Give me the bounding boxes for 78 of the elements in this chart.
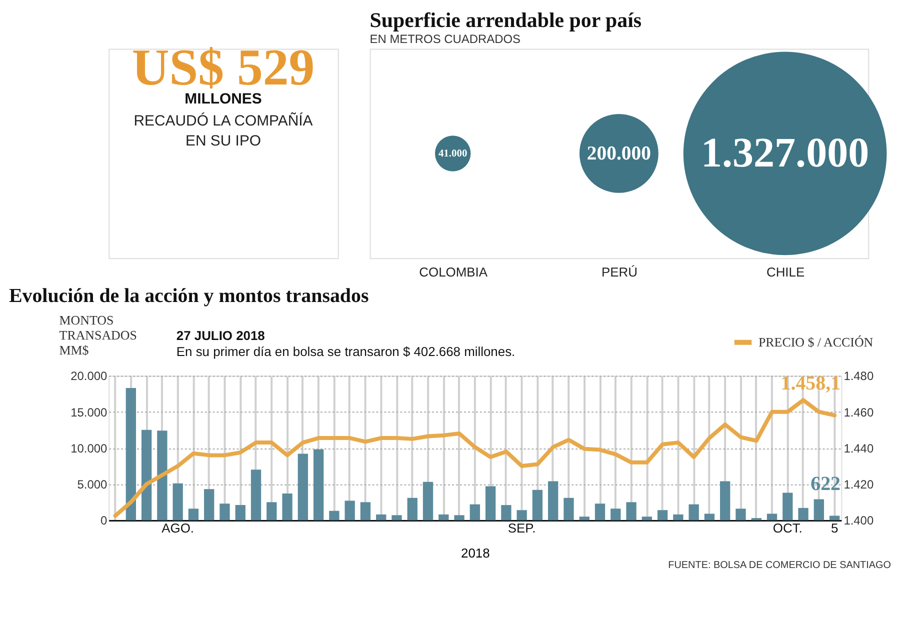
bar — [470, 504, 480, 520]
bar — [798, 508, 808, 520]
category-label: COLOMBIA — [419, 264, 488, 280]
bar — [782, 492, 793, 520]
text: Superficie arrendable por país — [370, 8, 642, 32]
text: EN SU IPO — [185, 132, 262, 150]
y-tick-label: 20.000 — [70, 369, 108, 384]
x-tick-label: OCT. — [772, 520, 802, 536]
source-note: FUENTE: BOLSA DE COMERCIO DE SANTIAGO — [668, 560, 892, 572]
x-axis-title: 2018 — [461, 546, 490, 561]
bar — [266, 502, 277, 520]
legend-label: PRECIO $ / ACCIÓN — [758, 334, 874, 350]
bar — [688, 504, 699, 520]
bar — [720, 481, 730, 520]
x-tick-label: 5 — [830, 520, 838, 536]
bar — [657, 510, 668, 520]
bar — [344, 500, 355, 520]
bar — [141, 430, 152, 520]
bar — [220, 504, 230, 520]
data-label: 1.458,1 — [780, 372, 841, 394]
bar — [736, 508, 746, 520]
bar — [157, 430, 168, 520]
text: RECAUDÓ LA COMPAÑÍA — [134, 112, 313, 130]
text: EN METROS CUADRADOS — [370, 32, 521, 46]
y2-tick-label: 1.440 — [844, 441, 874, 456]
x-tick-label: AGO. — [162, 520, 194, 536]
bar — [360, 502, 371, 520]
y-tick-label: 5.000 — [77, 478, 108, 492]
bar — [532, 490, 543, 520]
bar — [407, 498, 418, 520]
bar — [313, 449, 324, 520]
bar — [250, 470, 262, 520]
bar — [673, 514, 684, 520]
y-tick-label: 10.000 — [70, 441, 108, 456]
bar — [594, 504, 606, 520]
bar — [579, 516, 590, 520]
data-label: 41.000 — [438, 148, 468, 160]
bar — [422, 482, 434, 520]
bar — [766, 514, 778, 520]
bar — [235, 505, 246, 520]
data-label: 622 — [810, 472, 841, 495]
y-axis-title: MONTOS TRANSADOS MM$ — [59, 312, 137, 358]
y-tick-label: 15.000 — [70, 405, 108, 420]
bar — [298, 454, 308, 520]
bar — [829, 516, 840, 520]
bar — [329, 510, 340, 520]
bar — [282, 493, 292, 520]
bar — [188, 508, 199, 520]
bar — [814, 499, 824, 520]
data-label: 1.327.000 — [700, 130, 870, 176]
bar — [126, 388, 136, 520]
bar — [564, 498, 574, 520]
x-tick-label: SEP. — [508, 520, 536, 536]
y2-tick-label: 1.420 — [844, 478, 874, 492]
bar — [438, 514, 449, 520]
y2-tick-label: 1.460 — [844, 405, 874, 420]
text: En su primer día en bolsa se transaron $ 402.668 millones. — [176, 344, 516, 359]
bar — [642, 516, 652, 520]
bar — [204, 489, 214, 520]
bar — [548, 481, 558, 520]
bar — [376, 514, 386, 520]
bar — [392, 515, 402, 520]
bar — [610, 508, 621, 520]
bar — [626, 502, 636, 520]
y2-tick-label: 1.400 — [844, 514, 874, 528]
data-label: 200.000 — [586, 142, 652, 164]
category-label: PERÚ — [601, 264, 638, 280]
bar — [704, 514, 715, 520]
bar — [454, 515, 464, 520]
text: 27 JULIO 2018 — [176, 328, 265, 343]
bar — [485, 486, 496, 520]
category-label: CHILE — [766, 264, 805, 280]
chart-title: Evolución de la acción y montos transados — [8, 284, 369, 307]
y2-tick-label: 1.480 — [844, 369, 874, 384]
bar — [501, 505, 512, 520]
bar — [516, 510, 527, 520]
y-tick-label: 0 — [100, 514, 108, 528]
bar — [172, 483, 183, 520]
